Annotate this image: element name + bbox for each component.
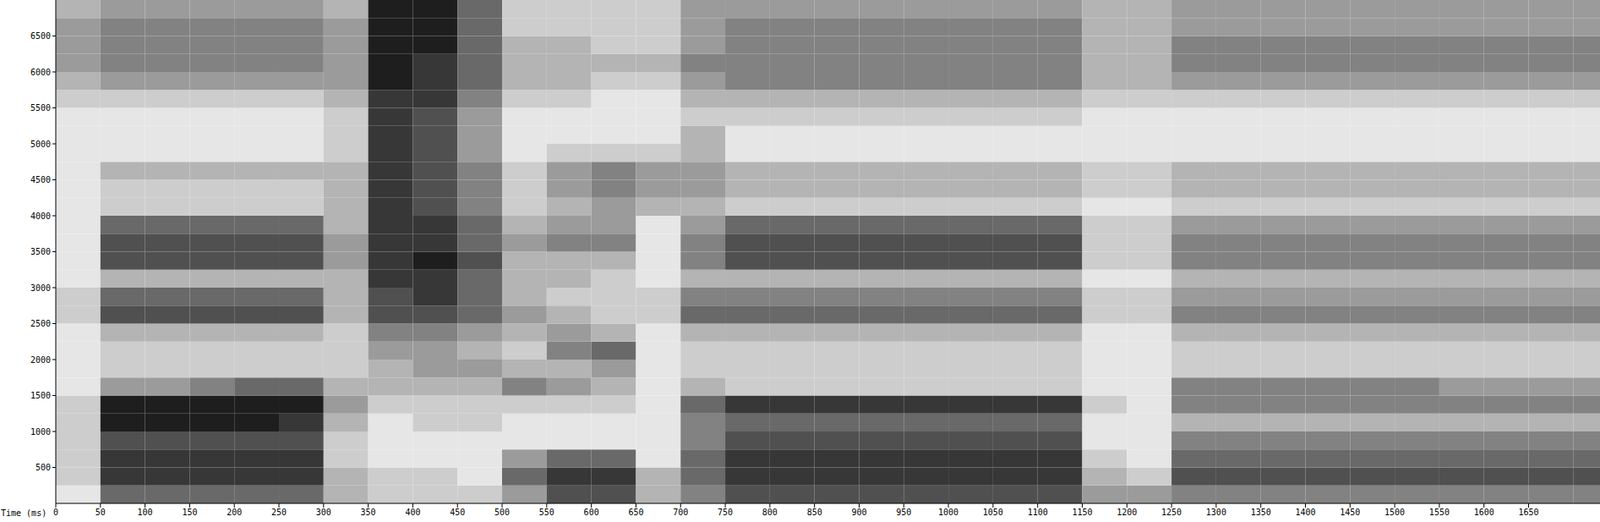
- svg-text:1050: 1050: [982, 507, 1004, 517]
- svg-text:1300: 1300: [1206, 507, 1227, 517]
- svg-text:4000: 4000: [30, 211, 51, 221]
- svg-text:400: 400: [404, 507, 421, 517]
- svg-text:250: 250: [271, 507, 287, 517]
- svg-text:650: 650: [627, 507, 644, 517]
- svg-text:1000: 1000: [938, 507, 959, 517]
- svg-text:0: 0: [53, 507, 59, 517]
- svg-text:750: 750: [717, 507, 733, 517]
- svg-text:800: 800: [762, 507, 778, 517]
- svg-text:2500: 2500: [30, 318, 51, 328]
- svg-text:450: 450: [449, 507, 465, 517]
- svg-text:1100: 1100: [1027, 507, 1049, 517]
- svg-text:950: 950: [895, 507, 912, 517]
- svg-text:100: 100: [137, 507, 153, 517]
- svg-text:5000: 5000: [30, 139, 51, 149]
- svg-text:2000: 2000: [30, 354, 51, 365]
- svg-text:1200: 1200: [1116, 507, 1137, 517]
- svg-text:850: 850: [807, 507, 823, 517]
- svg-text:3500: 3500: [30, 246, 51, 257]
- svg-text:50: 50: [95, 507, 106, 517]
- svg-text:550: 550: [539, 507, 555, 517]
- svg-text:6500: 6500: [30, 31, 51, 41]
- svg-text:4500: 4500: [30, 174, 51, 185]
- svg-text:500: 500: [35, 462, 51, 472]
- svg-text:1550: 1550: [1429, 507, 1450, 517]
- svg-text:1400: 1400: [1294, 507, 1316, 517]
- svg-text:600: 600: [584, 507, 600, 517]
- svg-text:1650: 1650: [1518, 507, 1539, 517]
- svg-text:900: 900: [851, 507, 867, 517]
- svg-text:1500: 1500: [30, 390, 51, 400]
- svg-text:1450: 1450: [1339, 507, 1360, 517]
- svg-text:6000: 6000: [30, 67, 51, 77]
- svg-text:1000: 1000: [30, 426, 51, 437]
- svg-text:5500: 5500: [30, 103, 51, 113]
- html-text:Time (ms): Time (ms): [0, 507, 47, 518]
- svg-text:500: 500: [494, 507, 510, 517]
- svg-text:3000: 3000: [30, 283, 51, 293]
- svg-text:1500: 1500: [1384, 507, 1405, 517]
- svg-text:150: 150: [181, 507, 197, 517]
- svg-text:700: 700: [672, 507, 689, 517]
- svg-text:1350: 1350: [1250, 507, 1272, 517]
- svg-text:200: 200: [226, 507, 242, 517]
- svg-text:350: 350: [360, 507, 377, 517]
- svg-text:1600: 1600: [1474, 507, 1495, 517]
- svg-text:1250: 1250: [1161, 507, 1182, 517]
- svg-text:1150: 1150: [1071, 507, 1093, 517]
- svg-text:300: 300: [316, 507, 332, 517]
